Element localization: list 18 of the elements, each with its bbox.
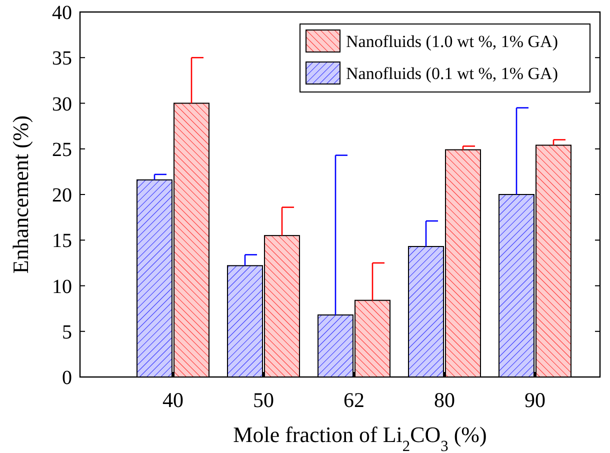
y-tick-label: 25 (52, 138, 72, 161)
x-tick-label: 62 (344, 388, 364, 412)
y-tick-label: 10 (52, 276, 72, 298)
y-tick-label: 20 (52, 184, 72, 206)
x-tick-label: 50 (253, 388, 274, 412)
y-tick-label: 5 (62, 321, 72, 344)
x-axis-title: Mole fraction of Li$_{2}$CO$_{3}$ (%) (233, 422, 487, 453)
legend-label: Nanofluids (1.0 wt %, 1% GA) (346, 32, 558, 51)
y-tick-label: 30 (52, 93, 72, 116)
y-tick-label: 0 (62, 367, 72, 389)
y-tick-label: 35 (52, 48, 72, 70)
legend-label: Nanofluids (0.1 wt %, 1% GA) (346, 64, 558, 83)
x-tick-label: 90 (524, 388, 546, 412)
x-tick-label: 40 (162, 388, 184, 412)
x-tick-label: 80 (434, 388, 455, 412)
y-tick-label: 40 (52, 2, 72, 24)
y-tick-label: 15 (52, 230, 72, 252)
y-axis-title: Enhancement (%) (8, 115, 33, 274)
